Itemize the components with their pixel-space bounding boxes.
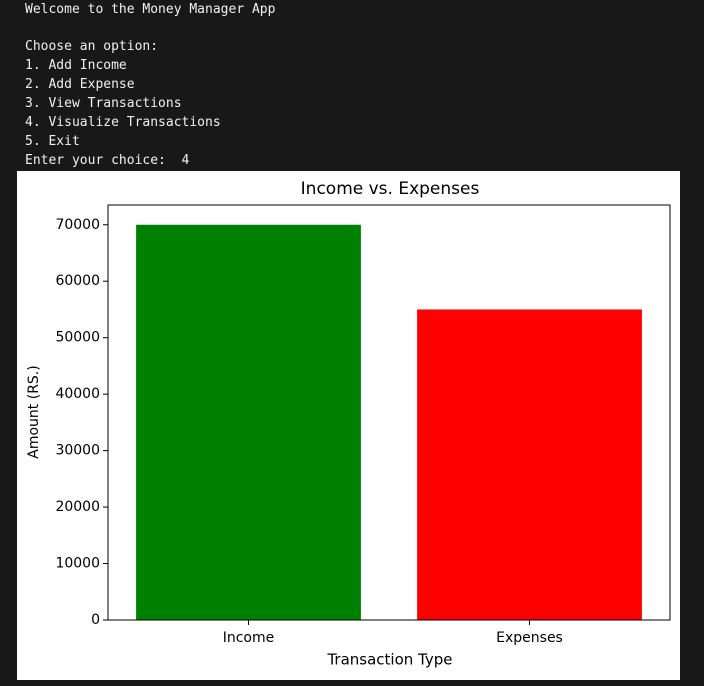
terminal-line: 1. Add Income bbox=[25, 58, 127, 73]
terminal-line: 2. Add Expense bbox=[25, 77, 135, 92]
terminal-line: 4. Visualize Transactions bbox=[25, 115, 221, 130]
bar bbox=[417, 309, 642, 620]
y-tick-label: 30000 bbox=[55, 443, 100, 459]
y-tick-label: 70000 bbox=[55, 217, 100, 233]
chart-title: Income vs. Expenses bbox=[301, 179, 480, 199]
y-tick-label: 40000 bbox=[55, 386, 100, 402]
y-tick-label: 10000 bbox=[55, 556, 100, 572]
y-tick-label: 0 bbox=[91, 612, 100, 628]
y-tick-label: 20000 bbox=[55, 499, 100, 515]
x-axis-label: Transaction Type bbox=[326, 651, 452, 669]
terminal: Welcome to the Money Manager App Choose a… bbox=[25, 0, 275, 170]
bar bbox=[136, 224, 361, 620]
terminal-line: Enter your choice: 4 bbox=[25, 153, 190, 168]
terminal-line: 5. Exit bbox=[25, 134, 80, 149]
chart: Income vs. Expenses Transaction Type Amo… bbox=[17, 171, 680, 680]
y-tick-label: 60000 bbox=[55, 273, 100, 289]
terminal-line: 3. View Transactions bbox=[25, 96, 182, 111]
x-tick-label: Expenses bbox=[496, 630, 563, 646]
axes-frame bbox=[107, 204, 671, 621]
terminal-line: Welcome to the Money Manager App bbox=[25, 2, 276, 17]
terminal-line: Choose an option: bbox=[25, 39, 159, 54]
x-tick-label: Income bbox=[223, 630, 275, 646]
y-axis-label: Amount (RS.) bbox=[26, 365, 42, 458]
y-tick-label: 50000 bbox=[55, 330, 100, 346]
